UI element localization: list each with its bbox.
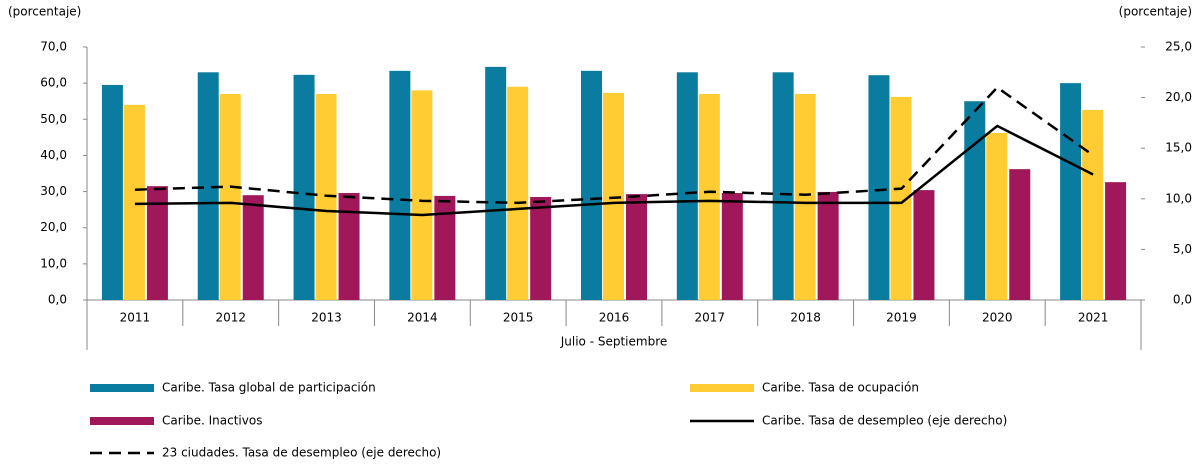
legend-label: Caribe. Inactivos — [162, 414, 262, 428]
bar — [530, 196, 552, 300]
y2-tick-label: 10,0 — [1165, 191, 1192, 205]
bar — [794, 93, 816, 300]
bar — [485, 66, 507, 300]
x-tick-label: 2019 — [886, 311, 917, 325]
bar — [434, 195, 456, 300]
bar — [219, 93, 241, 300]
bar — [146, 186, 168, 300]
bar — [197, 72, 219, 300]
bar — [913, 190, 935, 300]
y-tick-label: 60,0 — [40, 76, 67, 90]
bar — [507, 86, 529, 300]
x-tick-label: 2021 — [1078, 311, 1109, 325]
y-tick-label: 20,0 — [40, 220, 67, 234]
bar — [817, 191, 839, 300]
y-tick-label: 10,0 — [40, 256, 67, 270]
y2-tick-label: 20,0 — [1165, 90, 1192, 104]
y2-tick-label: 0,0 — [1173, 293, 1192, 307]
y-tick-label: 30,0 — [40, 184, 67, 198]
bar — [123, 104, 145, 300]
y-axis-label: (porcentaje) — [8, 5, 81, 19]
x-tick-label: 2015 — [503, 311, 534, 325]
bar — [389, 70, 411, 301]
legend-label: 23 ciudades. Tasa de desempleo (eje dere… — [162, 446, 441, 460]
bar — [581, 70, 602, 301]
y2-tick-label: 5,0 — [1173, 242, 1192, 256]
bar — [411, 90, 433, 300]
y2-axis-label: (porcentaje) — [1119, 5, 1192, 19]
bar — [721, 193, 743, 300]
y-tick-label: 0,0 — [48, 293, 67, 307]
bar — [101, 84, 123, 300]
x-tick-label: 2020 — [982, 311, 1013, 325]
x-tick-label: 2013 — [311, 311, 342, 325]
legend-label: Caribe. Tasa de desempleo (eje derecho) — [762, 414, 1007, 428]
legend-swatch — [90, 384, 154, 392]
bar — [1105, 182, 1127, 300]
y-tick-label: 50,0 — [40, 112, 67, 126]
bar — [868, 75, 890, 300]
bar — [242, 195, 264, 300]
bar — [338, 193, 360, 300]
y2-tick-label: 25,0 — [1165, 40, 1192, 54]
bar — [1060, 83, 1082, 301]
bar — [1009, 169, 1031, 300]
x-tick-label: 2011 — [120, 311, 151, 325]
bar — [626, 194, 647, 300]
bar — [698, 93, 720, 300]
bar — [293, 74, 315, 300]
bar — [603, 92, 624, 300]
bar — [1082, 109, 1104, 300]
bar — [315, 93, 337, 300]
legend-label: Caribe. Tasa global de participación — [162, 381, 376, 395]
x-tick-label: 2014 — [407, 311, 438, 325]
bar — [772, 72, 794, 300]
y2-tick-label: 15,0 — [1165, 141, 1192, 155]
bar — [964, 101, 986, 300]
x-tick-label: 2018 — [790, 311, 821, 325]
x-tick-label: 2012 — [215, 311, 246, 325]
line-series — [134, 124, 1094, 217]
bar — [890, 96, 912, 301]
legend-swatch — [90, 417, 154, 425]
y-tick-label: 70,0 — [40, 40, 67, 54]
bar — [986, 133, 1008, 300]
x-axis-label: Julio - Septiembre — [560, 335, 668, 349]
bar — [676, 72, 698, 300]
line-series — [134, 85, 1094, 205]
legend-swatch — [690, 384, 754, 392]
legend-label: Caribe. Tasa de ocupación — [762, 381, 919, 395]
y-tick-label: 40,0 — [40, 148, 67, 162]
x-tick-label: 2017 — [695, 311, 726, 325]
x-tick-label: 2016 — [599, 311, 630, 325]
